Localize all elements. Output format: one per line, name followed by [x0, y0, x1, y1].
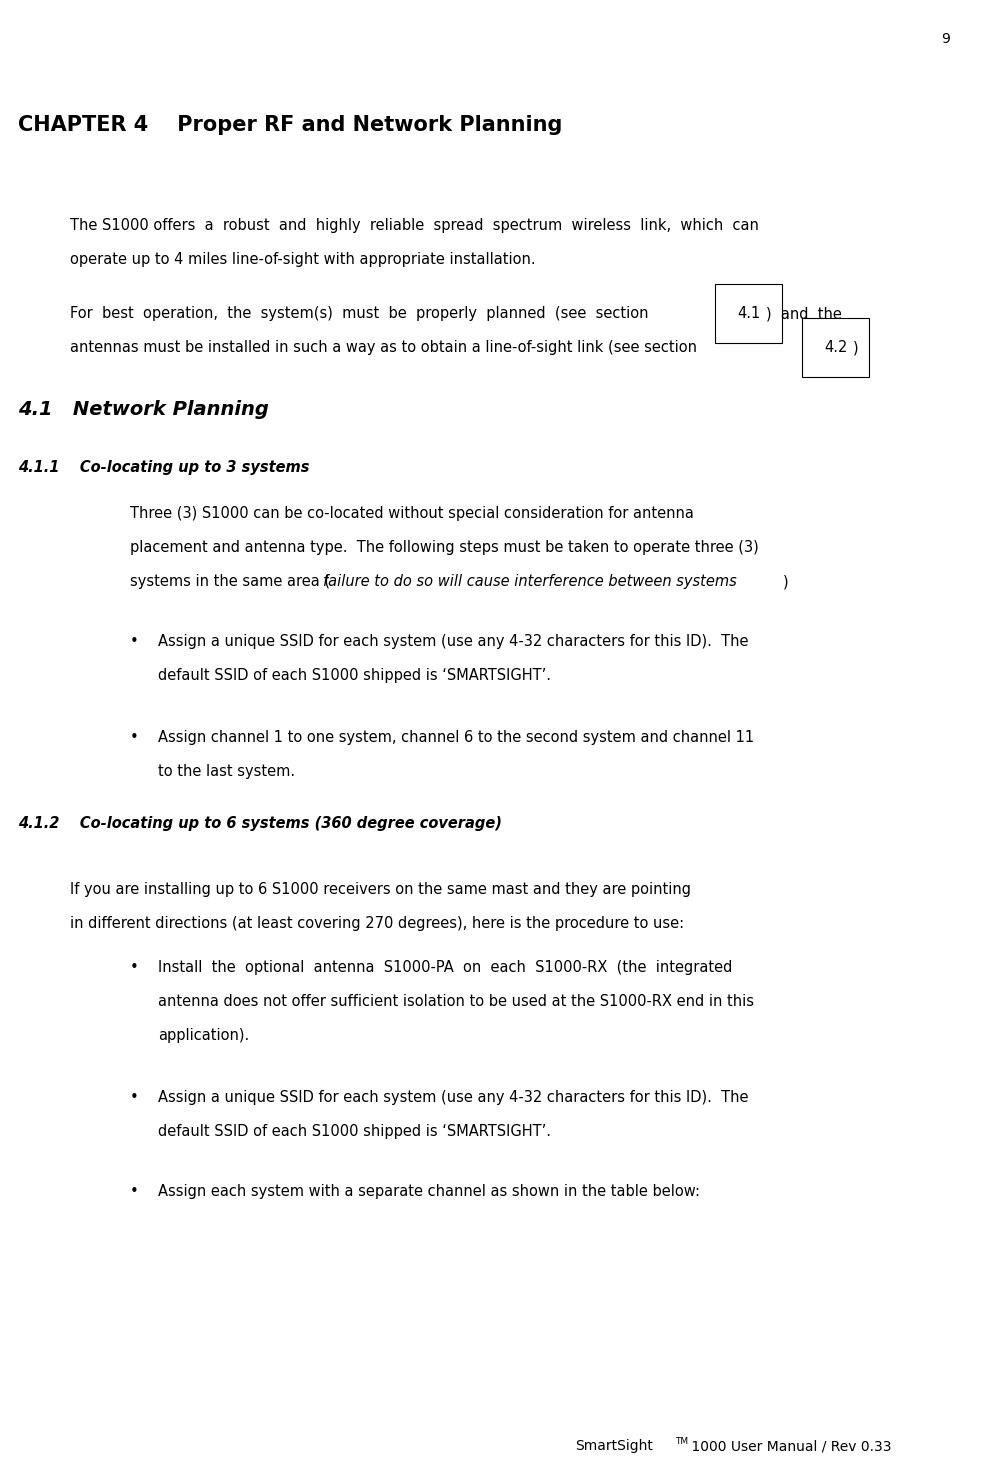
Text: •: • — [130, 634, 139, 649]
Text: antenna does not offer sufficient isolation to be used at the S1000-RX end in th: antenna does not offer sufficient isolat… — [158, 994, 754, 1009]
Text: SmartSight: SmartSight — [575, 1439, 653, 1453]
Text: TM: TM — [675, 1437, 688, 1446]
Text: •: • — [130, 1184, 139, 1199]
Text: default SSID of each S1000 shipped is ‘SMARTSIGHT’.: default SSID of each S1000 shipped is ‘S… — [158, 668, 551, 683]
Text: Three (3) S1000 can be co-located without special consideration for antenna: Three (3) S1000 can be co-located withou… — [130, 506, 694, 521]
Text: The S1000 offers  a  robust  and  highly  reliable  spread  spectrum  wireless  : The S1000 offers a robust and highly rel… — [70, 218, 759, 232]
Text: Assign a unique SSID for each system (use any 4-32 characters for this ID).  The: Assign a unique SSID for each system (us… — [158, 634, 748, 649]
Text: Install  the  optional  antenna  S1000-PA  on  each  S1000-RX  (the  integrated: Install the optional antenna S1000-PA on… — [158, 961, 732, 975]
Text: 4.1.1    Co-locating up to 3 systems: 4.1.1 Co-locating up to 3 systems — [18, 460, 310, 475]
Text: ): ) — [783, 574, 788, 588]
Text: 1000 User Manual / Rev 0.33: 1000 User Manual / Rev 0.33 — [687, 1439, 892, 1453]
Text: operate up to 4 miles line-of-sight with appropriate installation.: operate up to 4 miles line-of-sight with… — [70, 252, 536, 268]
Text: application).: application). — [158, 1028, 250, 1043]
Text: antennas must be installed in such a way as to obtain a line-of-sight link (see : antennas must be installed in such a way… — [70, 340, 702, 355]
Text: 4.1   Network Planning: 4.1 Network Planning — [18, 400, 269, 419]
Text: 9: 9 — [941, 32, 950, 46]
Text: 4.2: 4.2 — [824, 340, 847, 355]
Text: Assign channel 1 to one system, channel 6 to the second system and channel 11: Assign channel 1 to one system, channel … — [158, 730, 754, 744]
Text: Assign each system with a separate channel as shown in the table below:: Assign each system with a separate chann… — [158, 1184, 700, 1199]
Text: •: • — [130, 961, 139, 975]
Text: failure to do so will cause interference between systems: failure to do so will cause interference… — [323, 574, 736, 588]
Text: systems in the same area (: systems in the same area ( — [130, 574, 330, 588]
Text: ): ) — [853, 340, 858, 355]
Text: to the last system.: to the last system. — [158, 763, 295, 780]
Text: 4.1.2    Co-locating up to 6 systems (360 degree coverage): 4.1.2 Co-locating up to 6 systems (360 d… — [18, 816, 502, 831]
Text: •: • — [130, 730, 139, 744]
Text: default SSID of each S1000 shipped is ‘SMARTSIGHT’.: default SSID of each S1000 shipped is ‘S… — [158, 1124, 551, 1139]
Text: CHAPTER 4    Proper RF and Network Planning: CHAPTER 4 Proper RF and Network Planning — [18, 115, 562, 135]
Text: 4.1: 4.1 — [737, 306, 760, 321]
Text: )  and  the: ) and the — [766, 306, 841, 321]
Text: in different directions (at least covering 270 degrees), here is the procedure t: in different directions (at least coveri… — [70, 916, 684, 931]
Text: Assign a unique SSID for each system (use any 4-32 characters for this ID).  The: Assign a unique SSID for each system (us… — [158, 1090, 748, 1105]
Text: •: • — [130, 1090, 139, 1105]
Text: For  best  operation,  the  system(s)  must  be  properly  planned  (see  sectio: For best operation, the system(s) must b… — [70, 306, 653, 321]
Text: If you are installing up to 6 S1000 receivers on the same mast and they are poin: If you are installing up to 6 S1000 rece… — [70, 883, 691, 897]
Text: placement and antenna type.  The following steps must be taken to operate three : placement and antenna type. The followin… — [130, 540, 759, 555]
